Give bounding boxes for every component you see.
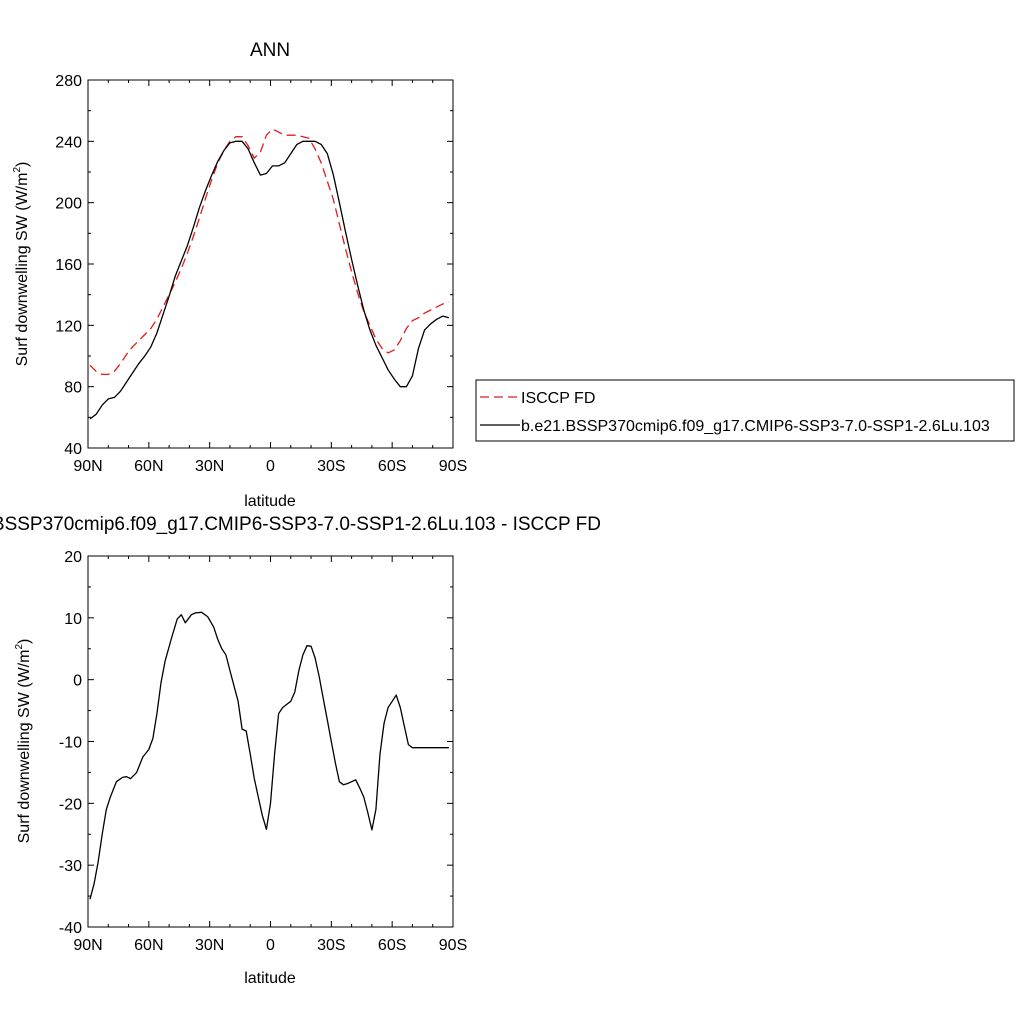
x-tick-label-top: 0 bbox=[266, 458, 275, 475]
bottom-series bbox=[89, 611, 449, 900]
bottom-ticks: 90N 60N 30N 0 30S 60S 90S -40 -30 -20 -10 0 10 20 bbox=[59, 549, 467, 954]
top-y-axis-label: Surf downwelling SW (W/m2) bbox=[12, 162, 31, 367]
top-x-axis-label: latitude bbox=[244, 493, 296, 510]
y-tick-label-top: 120 bbox=[55, 318, 82, 335]
x-tick-label-bottom: 90N bbox=[73, 937, 102, 954]
y-tick-label-bottom: 20 bbox=[64, 549, 82, 566]
y-tick-label-top: 240 bbox=[55, 134, 82, 151]
x-tick-label-bottom: 30S bbox=[317, 937, 345, 954]
y-tick-label-top: 40 bbox=[64, 441, 82, 458]
x-tick-label-bottom: 60S bbox=[378, 937, 406, 954]
y-tick-label-bottom: -10 bbox=[59, 735, 82, 752]
y-tick-label-top: 160 bbox=[55, 257, 82, 274]
x-tick-label-top: 30S bbox=[317, 458, 345, 475]
top-plot-frame bbox=[87, 79, 454, 449]
top-series bbox=[89, 128, 450, 420]
y-tick-label-bottom: -40 bbox=[59, 920, 82, 937]
x-tick-label-top: 60S bbox=[378, 458, 406, 475]
legend-label-isccp: ISCCP FD bbox=[521, 390, 595, 407]
x-tick-label-bottom: 0 bbox=[266, 937, 275, 954]
top-series-line-0 bbox=[89, 128, 450, 376]
y-tick-label-top: 80 bbox=[64, 380, 82, 397]
bottom-series-line-0 bbox=[89, 611, 449, 900]
y-tick-label-bottom: 10 bbox=[64, 611, 82, 628]
top-ticks: 90N 60N 30N 0 30S 60S 90S 40 80 120 160 200 240 280 bbox=[55, 73, 467, 475]
top-chart-title: ANN bbox=[250, 40, 290, 61]
legend-box bbox=[475, 379, 1015, 442]
x-tick-label-bottom: 90S bbox=[439, 937, 467, 954]
x-tick-label-top: 90N bbox=[73, 458, 102, 475]
y-tick-label-bottom: -20 bbox=[59, 796, 82, 813]
top-series-line-1 bbox=[89, 140, 450, 420]
y-tick-label-bottom: -30 bbox=[59, 858, 82, 875]
x-tick-label-top: 60N bbox=[134, 458, 163, 475]
x-tick-label-bottom: 60N bbox=[134, 937, 163, 954]
x-tick-label-top: 90S bbox=[439, 458, 467, 475]
bottom-y-axis-label: Surf downwelling SW (W/m2) bbox=[14, 639, 33, 844]
legend: ISCCP FD b.e21.BSSP370cmip6.f09_g17.CMIP… bbox=[475, 379, 1015, 442]
legend-label-model: b.e21.BSSP370cmip6.f09_g17.CMIP6-SSP3-7.… bbox=[521, 418, 990, 435]
bottom-plot-frame bbox=[87, 555, 454, 928]
y-tick-label-top: 200 bbox=[55, 196, 82, 213]
y-tick-label-top: 280 bbox=[55, 73, 82, 90]
y-tick-label-bottom: 0 bbox=[73, 673, 82, 690]
x-tick-label-top: 30N bbox=[195, 458, 224, 475]
x-tick-label-bottom: 30N bbox=[195, 937, 224, 954]
top-chart: ANN 90N 60N 30N 0 30S 60S 90S 40 80 120 160 200 240 2… bbox=[12, 40, 467, 510]
bottom-x-axis-label: latitude bbox=[244, 970, 296, 987]
bottom-chart-title: b.e21.BSSP370cmip6.f09_g17.CMIP6-SSP3-7.… bbox=[0, 514, 601, 535]
bottom-chart: b.e21.BSSP370cmip6.f09_g17.CMIP6-SSP3-7.… bbox=[0, 514, 601, 987]
